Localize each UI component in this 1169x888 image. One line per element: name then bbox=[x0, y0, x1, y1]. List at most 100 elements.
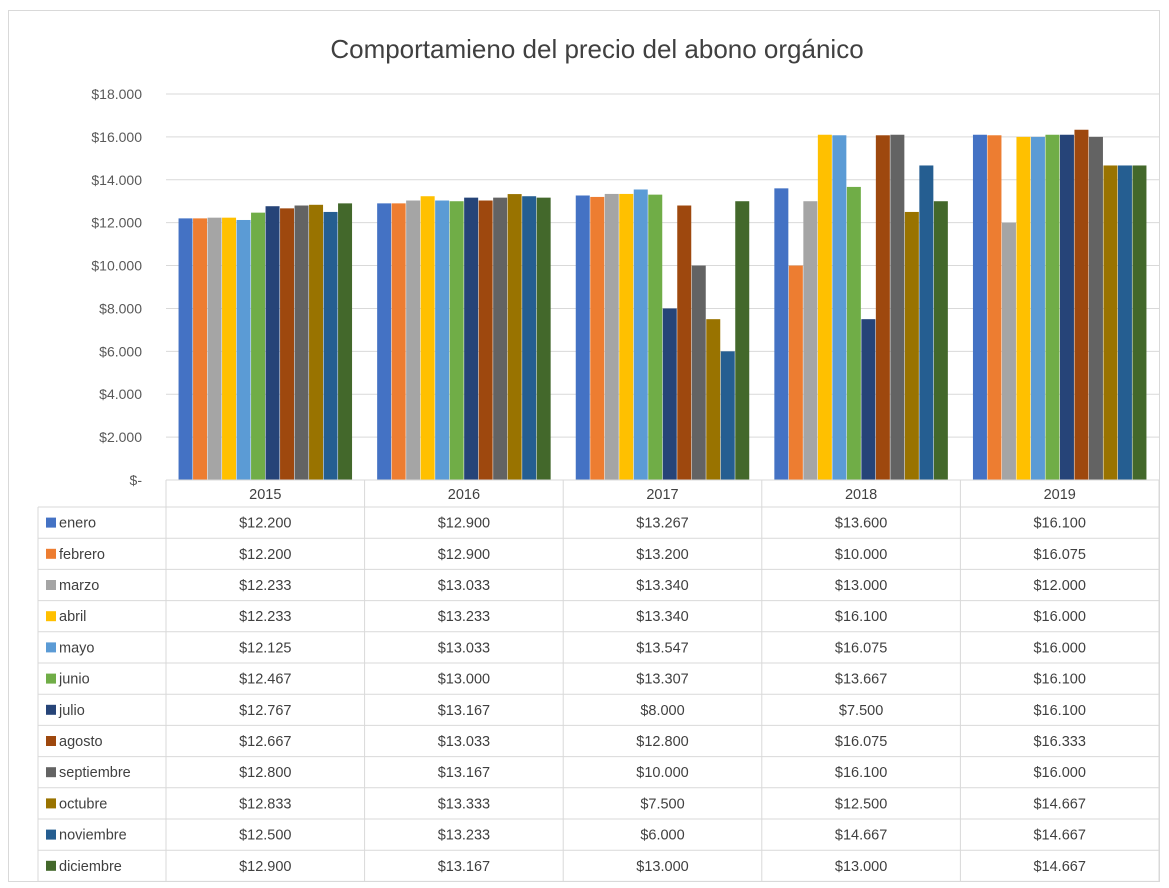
bar-octubre-2019 bbox=[1103, 165, 1118, 480]
chart-title: Comportamieno del precio del abono orgán… bbox=[330, 34, 863, 64]
bar-abril-2016 bbox=[420, 196, 435, 481]
bar-julio-2019 bbox=[1059, 134, 1074, 480]
bar-diciembre-2018 bbox=[933, 201, 948, 480]
bar-enero-2018 bbox=[774, 188, 789, 480]
bar-septiembre-2018 bbox=[890, 134, 905, 480]
table-cell: $13.233 bbox=[438, 609, 490, 625]
table-cell: $16.075 bbox=[835, 640, 887, 656]
bar-marzo-2018 bbox=[803, 201, 818, 480]
chart-frame: Comportamieno del precio del abono orgán… bbox=[8, 10, 1160, 882]
table-cell: $16.075 bbox=[1033, 547, 1085, 563]
bar-enero-2017 bbox=[575, 195, 590, 480]
table-cell: $13.333 bbox=[438, 796, 490, 812]
legend-label-enero: enero bbox=[59, 516, 96, 532]
legend-label-agosto: agosto bbox=[59, 734, 103, 750]
bar-marzo-2017 bbox=[604, 193, 619, 481]
legend-swatch-diciembre bbox=[46, 860, 56, 871]
table-cell: $12.200 bbox=[239, 547, 291, 563]
y-tick-label: $6.000 bbox=[99, 343, 142, 359]
category-label: 2016 bbox=[448, 487, 480, 503]
bar-septiembre-2019 bbox=[1088, 136, 1103, 480]
bar-noviembre-2018 bbox=[919, 165, 934, 480]
bar-septiembre-2017 bbox=[691, 265, 706, 480]
bar-julio-2016 bbox=[464, 197, 479, 481]
table-cell: $13.000 bbox=[835, 859, 887, 875]
legend-swatch-junio bbox=[46, 673, 56, 684]
bar-junio-2016 bbox=[449, 201, 464, 480]
table-cell: $10.000 bbox=[835, 547, 887, 563]
category-label: 2015 bbox=[249, 487, 281, 503]
legend-label-mayo: mayo bbox=[59, 640, 94, 656]
legend-label-octubre: octubre bbox=[59, 796, 107, 812]
table-cell: $14.667 bbox=[1033, 796, 1085, 812]
bar-junio-2018 bbox=[846, 186, 861, 481]
bar-octubre-2018 bbox=[904, 211, 919, 480]
legend-swatch-agosto bbox=[46, 736, 56, 746]
table-cell: $13.000 bbox=[835, 578, 887, 594]
table-cell: $10.000 bbox=[636, 765, 688, 781]
bar-mayo-2019 bbox=[1030, 136, 1045, 480]
bar-agosto-2018 bbox=[875, 135, 890, 480]
table-cell: $13.233 bbox=[438, 828, 490, 844]
y-tick-label: $4.000 bbox=[99, 386, 142, 402]
legend-label-septiembre: septiembre bbox=[59, 765, 131, 781]
table-cell: $14.667 bbox=[1033, 828, 1085, 844]
bar-junio-2017 bbox=[648, 194, 663, 480]
y-tick-label: $- bbox=[130, 472, 143, 488]
table-cell: $12.767 bbox=[239, 703, 291, 719]
table-cell: $16.000 bbox=[1033, 609, 1085, 625]
table-cell: $14.667 bbox=[1033, 859, 1085, 875]
bar-julio-2015 bbox=[265, 206, 280, 480]
table-cell: $13.600 bbox=[835, 516, 887, 532]
table-cell: $16.100 bbox=[835, 765, 887, 781]
legend-label-noviembre: noviembre bbox=[59, 828, 127, 844]
bar-julio-2017 bbox=[662, 308, 677, 480]
table-cell: $16.100 bbox=[1033, 703, 1085, 719]
y-tick-label: $2.000 bbox=[99, 429, 142, 445]
bar-abril-2018 bbox=[817, 134, 832, 480]
category-label: 2018 bbox=[845, 487, 877, 503]
bar-agosto-2017 bbox=[677, 205, 692, 480]
bar-octubre-2015 bbox=[309, 204, 324, 480]
legend-label-junio: junio bbox=[58, 672, 90, 688]
bar-febrero-2018 bbox=[788, 265, 803, 480]
y-tick-label: $14.000 bbox=[91, 172, 142, 188]
legend-label-julio: julio bbox=[58, 703, 85, 719]
table-cell: $12.500 bbox=[239, 828, 291, 844]
y-tick-label: $16.000 bbox=[91, 129, 142, 145]
table-cell: $13.167 bbox=[438, 859, 490, 875]
legend-swatch-septiembre bbox=[46, 767, 56, 778]
bar-octubre-2016 bbox=[507, 194, 522, 480]
table-cell: $12.200 bbox=[239, 516, 291, 532]
table-cell: $8.000 bbox=[640, 703, 684, 719]
bar-enero-2016 bbox=[377, 203, 392, 480]
y-tick-label: $8.000 bbox=[99, 300, 142, 316]
bar-mayo-2015 bbox=[236, 219, 251, 480]
legend-label-febrero: febrero bbox=[59, 547, 105, 563]
bar-marzo-2016 bbox=[406, 200, 421, 480]
y-tick-label: $12.000 bbox=[91, 215, 142, 231]
table-cell: $16.000 bbox=[1033, 765, 1085, 781]
y-tick-label: $18.000 bbox=[91, 86, 142, 102]
table-cell: $12.233 bbox=[239, 578, 291, 594]
bar-agosto-2015 bbox=[280, 208, 295, 480]
table-cell: $13.033 bbox=[438, 578, 490, 594]
table-cell: $6.000 bbox=[640, 828, 684, 844]
table-cell: $13.000 bbox=[438, 672, 490, 688]
table-cell: $12.800 bbox=[636, 734, 688, 750]
bar-febrero-2016 bbox=[391, 203, 406, 480]
bar-noviembre-2019 bbox=[1117, 165, 1132, 480]
bar-abril-2017 bbox=[619, 193, 634, 481]
table-cell: $13.267 bbox=[636, 516, 688, 532]
table-cell: $13.033 bbox=[438, 734, 490, 750]
bar-diciembre-2015 bbox=[338, 203, 353, 480]
table-cell: $12.833 bbox=[239, 796, 291, 812]
table-cell: $12.900 bbox=[239, 859, 291, 875]
bar-enero-2015 bbox=[178, 218, 193, 480]
bars bbox=[178, 129, 1147, 481]
y-tick-label: $10.000 bbox=[91, 258, 142, 274]
table-cell: $12.125 bbox=[239, 640, 291, 656]
bar-diciembre-2016 bbox=[536, 197, 551, 481]
table-cell: $16.333 bbox=[1033, 734, 1085, 750]
legend-swatch-noviembre bbox=[46, 829, 56, 840]
